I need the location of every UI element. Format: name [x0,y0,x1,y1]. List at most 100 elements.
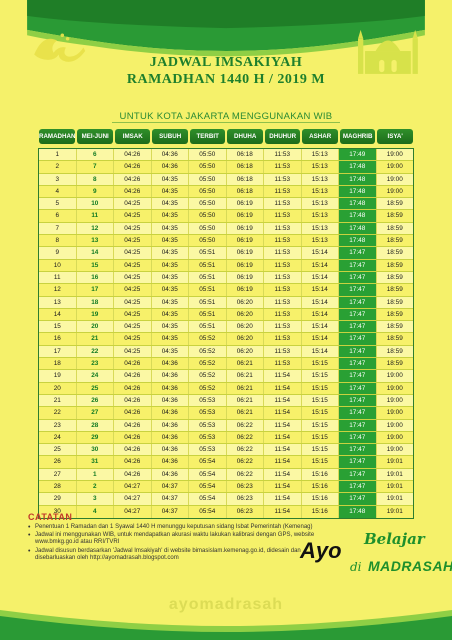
table-cell: 18 [39,358,77,370]
table-cell: 21 [39,394,77,407]
table-cell: 17:47 [339,271,377,284]
table-cell: 04:36 [151,149,189,161]
table-cell: 06:20 [226,333,264,345]
table-cell: 17:47 [339,468,377,481]
table-row: 26 31 04:26 04:36 05:54 06:22 11:54 15:15 17:47 1… [39,456,413,469]
table-header-row: RAMADHAN MEI-JUNI IMSAK SUBUH TERBIT DHUHA DHU… [38,128,414,145]
table-cell: 21 [76,333,114,345]
table-cell: 8 [39,235,77,247]
table-cell: 06:18 [226,149,264,161]
table-cell: 15:14 [301,284,339,296]
table-cell: 11:53 [264,296,302,308]
table-cell: 04:26 [114,185,152,198]
table-cell: 04:36 [151,394,189,407]
table-cell: 05:54 [189,505,227,518]
table-cell: 15 [39,321,77,333]
table-cell: 04:25 [114,284,152,296]
table-cell: 06:21 [226,382,264,394]
table-cell: 29 [76,431,114,444]
table-cell: 28 [76,419,114,431]
table-cell: 05:51 [189,296,227,308]
table-cell: 17:48 [339,173,377,185]
table-cell: 05:51 [189,321,227,333]
table-cell: 05:52 [189,345,227,358]
table-cell: 11:54 [264,456,302,468]
table-cell: 05:51 [189,247,227,259]
table-row: 18 23 04:26 04:36 05:52 06:21 11:53 15:15 17:47 1… [39,358,413,371]
table-cell: 05:54 [189,468,227,481]
table-cell: 16 [76,271,114,284]
table-cell: 15:15 [301,456,339,468]
table-cell: 17:47 [339,382,377,394]
table-cell: 04:36 [151,370,189,382]
table-cell: 05:53 [189,444,227,456]
table-cell: 05:51 [189,284,227,296]
table-row: 20 25 04:26 04:36 05:52 06:21 11:54 15:15 17:47 1… [39,382,413,395]
table-cell: 04:35 [151,198,189,210]
table-cell: 17:47 [339,296,377,308]
table-cell: 04:26 [114,444,152,456]
table-cell: 11:54 [264,382,302,394]
table-row: 1 6 04:26 04:36 05:50 06:18 11:53 15:13 17:49 19:… [39,149,413,162]
table-cell: 10 [39,259,77,271]
column-header: DHUHUR [264,129,301,144]
notes-section: CATATAN Penentuan 1 Ramadan dan 1 Syawal… [28,512,318,563]
table-cell: 15:14 [301,247,339,259]
table-cell: 04:36 [151,161,189,173]
table-cell: 11:54 [264,431,302,444]
table-cell: 17:48 [339,505,377,518]
table-cell: 24 [76,370,114,382]
table-row: 7 12 04:25 04:35 05:50 06:19 11:53 15:13 17:48 18… [39,222,413,236]
table-cell: 19:01 [376,468,413,481]
table-cell: 15:14 [301,308,339,321]
table-cell: 17:47 [339,333,377,345]
table-cell: 04:26 [114,173,152,185]
subtitle-divider [112,122,340,123]
table-cell: 05:53 [189,407,227,419]
table-cell: 06:20 [226,345,264,358]
table-cell: 04:37 [151,505,189,518]
table-cell: 17:48 [339,185,377,198]
table-cell: 11 [39,271,77,284]
table-cell: 13 [39,296,77,308]
table-cell: 04:35 [151,247,189,259]
table-cell: 05:54 [189,493,227,505]
table-cell: 14 [76,247,114,259]
table-row: 21 26 04:26 04:36 05:53 06:21 11:54 15:15 17:47 1… [39,394,413,408]
table-cell: 17:47 [339,345,377,358]
table-cell: 11 [76,210,114,222]
table-cell: 05:51 [189,271,227,284]
table-cell: 18:59 [376,308,413,321]
table-cell: 04:35 [151,259,189,271]
footer-decoration [0,610,452,640]
table-cell: 15:13 [301,149,339,161]
table-cell: 17:47 [339,370,377,382]
table-cell: 04:27 [114,481,152,493]
table-row: 30 4 04:27 04:37 05:54 06:23 11:54 15:16 17:48 19… [39,505,413,518]
table-cell: 04:35 [151,210,189,222]
table-cell: 04:37 [151,493,189,505]
table-cell: 04:27 [114,505,152,518]
table-cell: 11:53 [264,321,302,333]
table-cell: 06:21 [226,407,264,419]
column-header: IMSAK [114,129,151,144]
table-cell: 05:54 [189,481,227,493]
schedule-table: RAMADHAN MEI-JUNI IMSAK SUBUH TERBIT DHUHA DHU… [38,128,414,519]
table-cell: 25 [76,382,114,394]
table-cell: 04:36 [151,431,189,444]
table-cell: 15:13 [301,185,339,198]
table-cell: 05:50 [189,173,227,185]
table-row: 24 29 04:26 04:36 05:53 06:22 11:54 15:15 17:47 1… [39,431,413,445]
table-cell: 04:26 [114,407,152,419]
table-cell: 15:14 [301,271,339,284]
table-cell: 17:47 [339,284,377,296]
table-row: 19 24 04:26 04:36 05:52 06:21 11:54 15:15 17:47 1… [39,370,413,383]
table-cell: 17:47 [339,493,377,505]
table-cell: 05:52 [189,333,227,345]
table-cell: 5 [39,198,77,210]
table-cell: 11:53 [264,284,302,296]
table-cell: 18:59 [376,259,413,271]
table-cell: 06:19 [226,222,264,235]
watermark-text: ayomadrasah [168,596,284,613]
table-cell: 17:47 [339,308,377,321]
